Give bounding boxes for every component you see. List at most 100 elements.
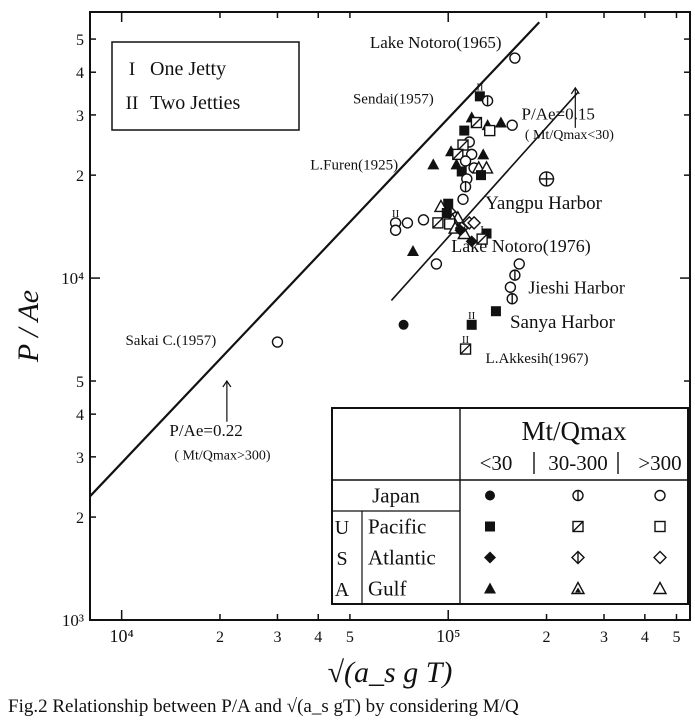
- legend-marker: [485, 521, 495, 532]
- data-point: [417, 214, 430, 226]
- legend-marker: [654, 489, 666, 502]
- data-point: [509, 269, 521, 281]
- jetty-mark: I: [480, 224, 484, 236]
- x-tick-label: 2: [543, 629, 551, 646]
- data-point: [457, 139, 469, 151]
- axis-labels: P / Ae √(a_s g T): [12, 290, 452, 689]
- data-point: [454, 224, 467, 237]
- data-point: [509, 52, 521, 64]
- data-point: [470, 116, 483, 129]
- data-point: [494, 116, 507, 128]
- annotation-label: Sanya Harbor: [510, 312, 616, 333]
- x-tick-label: 5: [346, 629, 354, 646]
- jetty-legend-symbol: I: [129, 59, 135, 80]
- jetty-mark: II: [392, 208, 400, 220]
- jetty-legend: I One Jetty II Two Jetties: [111, 41, 300, 131]
- annotation-label: L.Akkesih(1967): [486, 351, 589, 367]
- fit-line: [390, 91, 579, 302]
- legend-table-column: 30-300: [548, 451, 608, 475]
- y-tick-label: 2: [76, 510, 84, 527]
- data-point: [271, 336, 284, 348]
- x-tick-label: 3: [600, 629, 608, 646]
- legend-marker: [652, 581, 668, 595]
- y-tick-label: 5: [76, 32, 84, 49]
- arrowhead-015: [570, 86, 580, 95]
- annotations: Lake Notoro(1965) Sendai(1957) L.Furen(192…: [125, 33, 624, 367]
- fit-lines: P/Ae=0.22 ( Mt/Qmax>300) P/Ae=0.15 ( Mt/Qma…: [89, 21, 614, 498]
- x-tick-label: 5: [672, 629, 680, 646]
- legend-table-border: [331, 407, 689, 605]
- annotation-label: Sendai(1957): [353, 92, 434, 108]
- y-axis-label: P / Ae: [12, 290, 45, 363]
- y-tick-label: 2: [76, 168, 84, 185]
- legend-row-label: Japan: [372, 484, 420, 508]
- legend-marker: [653, 550, 667, 565]
- data-point: [452, 148, 464, 161]
- data-point: [477, 148, 490, 160]
- jetty-mark: II: [468, 310, 476, 322]
- jetty-mark: II: [476, 81, 484, 93]
- annotation-label: Sakai C.(1957): [125, 333, 216, 349]
- x-tick-label: 2: [216, 629, 224, 646]
- data-point: [481, 95, 494, 107]
- jetty-legend-label: One Jetty: [150, 58, 226, 80]
- legend-marker: [485, 490, 495, 501]
- data-point: [441, 207, 452, 218]
- y-tick-label: 10³: [62, 611, 84, 630]
- plot-border: [89, 11, 691, 621]
- annotation-label: Lake Notoro(1965): [370, 33, 502, 52]
- legend-usa-letter: U: [335, 517, 350, 539]
- figure-caption: Fig.2 Relationship between P/A and √(a_s…: [8, 696, 519, 717]
- x-tick-label: 3: [273, 629, 281, 646]
- data-point: [474, 91, 485, 102]
- data-point: [443, 198, 454, 209]
- x-axis-label: √(a_s g T): [328, 656, 453, 689]
- legend-marker: [484, 551, 496, 564]
- annotation-label: Jieshi Harbor: [528, 277, 624, 297]
- legend-marker: [571, 550, 585, 565]
- data-point: [401, 217, 414, 229]
- legend-marker: [572, 520, 584, 533]
- data-point: [432, 217, 444, 229]
- data-point: [459, 343, 472, 355]
- data-point: [506, 293, 518, 305]
- data-point: [430, 258, 443, 270]
- data-point: [459, 181, 472, 193]
- legend-row-label: Gulf: [368, 577, 407, 601]
- fit-line: [89, 21, 541, 498]
- legend-marker: [572, 489, 584, 502]
- plot-frame: [89, 11, 691, 621]
- legend-table-column: >300: [638, 451, 681, 475]
- data-point: [459, 125, 470, 136]
- annotation-label: Lake Notoro(1976): [451, 236, 590, 257]
- jetty-legend-label: Two Jetties: [150, 92, 240, 114]
- legend-usa-letter: S: [336, 548, 347, 570]
- data-point: [538, 171, 555, 187]
- data-point: [484, 124, 496, 137]
- jetty-mark: II: [462, 334, 470, 346]
- x-tick-label: 4: [314, 629, 322, 646]
- line-label-015: P/Ae=0.15: [522, 104, 595, 123]
- jetty-legend-box: [111, 41, 300, 131]
- legend-row-label: Atlantic: [368, 546, 436, 570]
- y-tick-label: 5: [76, 374, 84, 391]
- jetty-legend-symbol: II: [126, 93, 139, 114]
- y-tick-label: 4: [76, 407, 84, 424]
- line-label-022: P/Ae=0.22: [169, 421, 242, 440]
- x-tick-label: 4: [641, 629, 649, 646]
- legend-usa-letter: A: [335, 579, 350, 601]
- axis-ticks: 10⁴ 2 3 4 5 10⁵ 2 3 4 5 10³ 2 3 4 5 10⁴ 2 3 4 5: [61, 12, 690, 646]
- y-tick-label: 4: [76, 65, 84, 82]
- legend-marker: [570, 581, 586, 595]
- line-sub-022: ( Mt/Qmax>300): [174, 448, 270, 463]
- legend-marker: [484, 582, 496, 594]
- data-point: [504, 281, 517, 293]
- y-tick-label: 3: [76, 108, 84, 125]
- data-point: [467, 215, 482, 230]
- annotation-label: Yangpu Harbor: [485, 193, 602, 214]
- data-point: [466, 319, 477, 330]
- mt-qmax-legend-table: Mt/Qmax <30 30-300 >300 USA Japan Pacific Atlan…: [331, 407, 689, 605]
- data-point: [457, 193, 469, 205]
- legend-table-title: Mt/Qmax: [522, 416, 627, 446]
